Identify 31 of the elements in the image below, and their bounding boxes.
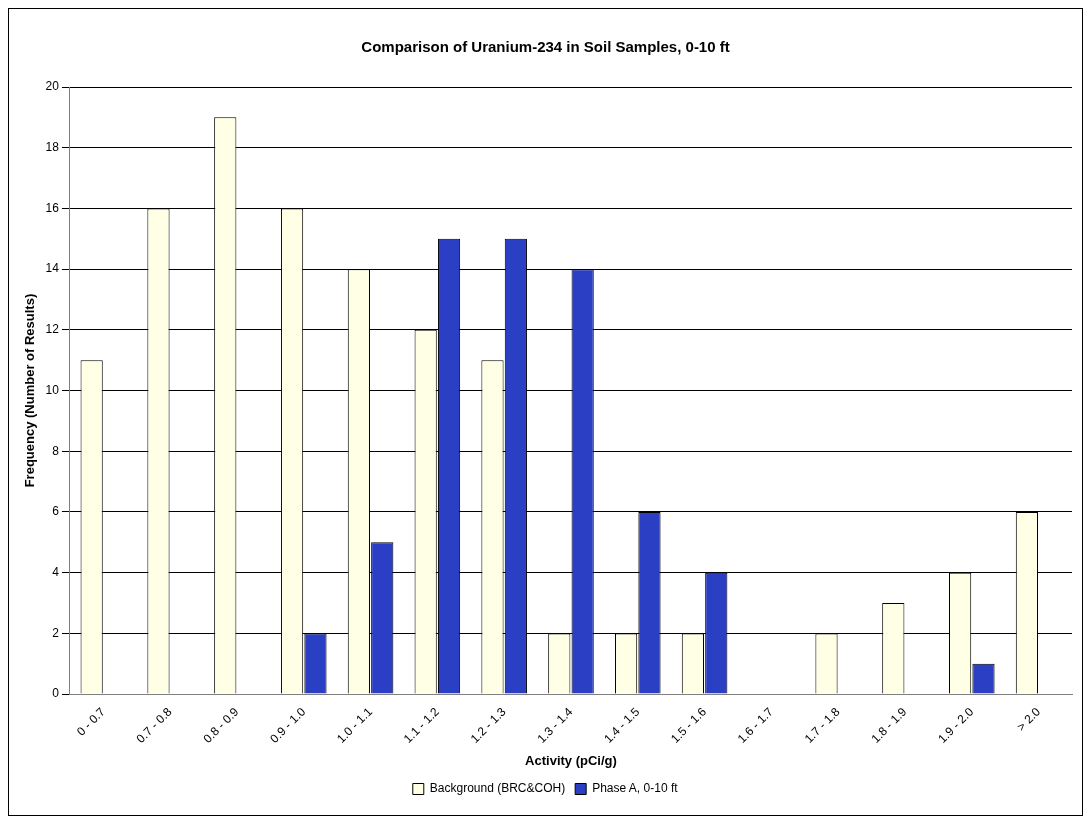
x-tick-label: > 2.0: [1014, 704, 1044, 734]
y-tick-label: 20: [45, 79, 60, 94]
x-tick-label: 1.6 - 1.7: [734, 704, 777, 746]
x-tick-label: 0 - 0.7: [73, 704, 109, 739]
chart-title: Comparison of Uranium-234 in Soil Samples, 0-10 ft: [361, 38, 730, 56]
x-axis-title: Activity (pCi/g): [525, 752, 617, 768]
y-tick-label: 4: [52, 564, 60, 579]
y-tick-label: 6: [52, 504, 60, 519]
x-tick-label: 0.8 - 0.9: [200, 704, 242, 746]
x-tick-label: 1.0 - 1.1: [333, 704, 376, 746]
x-tick-label: 1.2 - 1.3: [467, 704, 509, 746]
y-tick-label: 12: [45, 322, 60, 337]
y-tick-label: 8: [52, 443, 60, 458]
legend-label: Phase A, 0-10 ft: [592, 781, 679, 796]
x-tick-label: 1.4 - 1.5: [601, 704, 643, 746]
x-tick-label: 1.7 - 1.8: [801, 704, 843, 746]
y-axis-title: Frequency (Number of Results): [22, 293, 38, 488]
x-tick-label: 0.9 - 1.0: [267, 704, 309, 746]
y-tick-label: 10: [45, 382, 60, 397]
x-tick-label: 1.8 - 1.9: [868, 704, 910, 746]
y-tick-label: 14: [45, 261, 60, 276]
y-tick-label: 0: [52, 686, 60, 701]
x-tick-label: 1.3 - 1.4: [534, 704, 576, 746]
y-tick-label: 18: [45, 140, 60, 155]
y-tick-label: 16: [45, 200, 60, 215]
x-tick-label: 1.1 - 1.2: [400, 704, 443, 746]
x-tick-label: 0.7 - 0.8: [133, 704, 175, 746]
legend-label: Background (BRC&COH): [429, 781, 566, 796]
y-tick-label: 2: [52, 625, 60, 640]
x-tick-label: 1.9 - 2.0: [935, 704, 977, 746]
x-tick-label: 1.5 - 1.6: [668, 704, 710, 746]
